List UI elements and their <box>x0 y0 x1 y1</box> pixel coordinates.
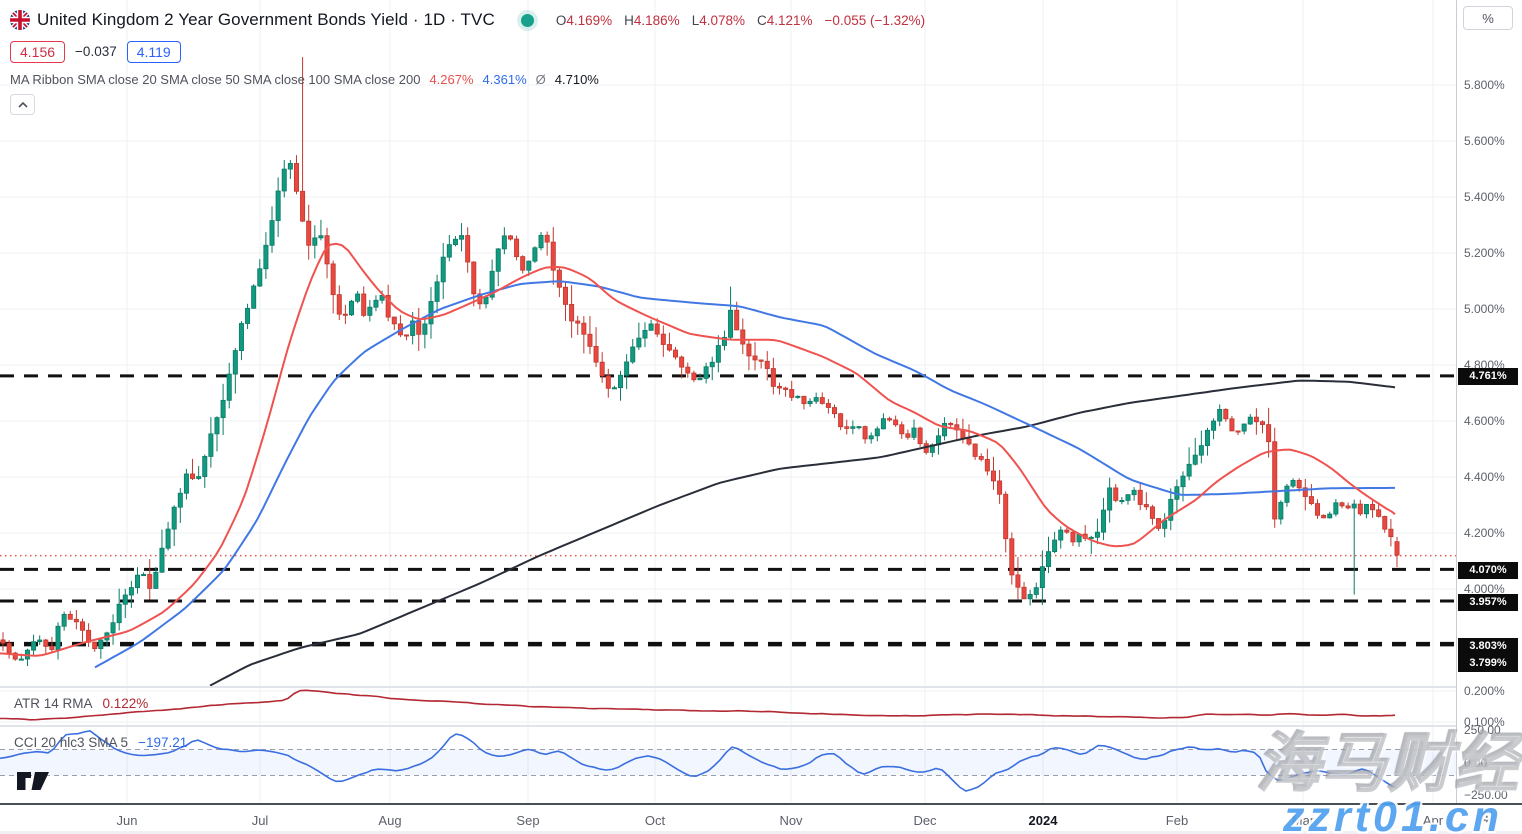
price-scale-unit-button[interactable]: % <box>1463 6 1513 30</box>
atr-tick: 0.100% <box>1464 715 1505 729</box>
ohlc-item: O4.169% <box>555 12 613 28</box>
price-level-badge: 3.957% <box>1458 593 1518 611</box>
time-tick: Dec <box>913 813 937 828</box>
price-level-badge: 3.799% <box>1458 654 1518 672</box>
chart-canvas[interactable] <box>0 0 1456 803</box>
sma200-layer <box>209 379 1396 687</box>
price-level-badge: 4.070% <box>1458 561 1518 579</box>
time-tick: 2024 <box>1028 813 1058 828</box>
sma20-layer <box>0 242 1396 657</box>
time-tick: Jul <box>251 813 269 828</box>
atr-value: 0.122% <box>102 696 149 711</box>
cci-layer <box>0 730 1398 792</box>
sma20-line <box>0 242 1396 657</box>
gridlines <box>0 0 1456 803</box>
ma-value: 4.267% <box>429 72 474 87</box>
price-tick: 5.000% <box>1464 302 1505 316</box>
change-value: −0.055 (−1.32%) <box>824 12 926 28</box>
sma50-layer <box>94 280 1395 669</box>
time-tick: Sep <box>516 813 540 828</box>
price-tick: 4.200% <box>1464 526 1505 540</box>
market-status-icon[interactable] <box>520 13 534 27</box>
price-level-badge: 4.761% <box>1458 367 1518 385</box>
time-tick: Nov <box>779 813 803 828</box>
collapse-legend-button[interactable] <box>10 94 35 115</box>
price-tick: 4.000% <box>1464 582 1505 596</box>
candles-layer <box>0 57 1400 667</box>
cci-band <box>0 749 1456 776</box>
price-tick: 4.600% <box>1464 414 1505 428</box>
bottom-edge <box>0 831 1522 834</box>
ma-ribbon-values: 4.267% 4.361% Ø 4.710% <box>429 72 598 87</box>
price-tick: 5.600% <box>1464 134 1505 148</box>
ohlc-item: L4.078% <box>691 12 745 28</box>
price-tick: 5.400% <box>1464 190 1505 204</box>
ma-value: 4.361% <box>482 72 527 87</box>
ma-ribbon-legend[interactable]: MA Ribbon SMA close 20 SMA close 50 SMA … <box>10 72 925 87</box>
uk-flag-icon <box>10 10 30 30</box>
quote-change: −0.037 <box>75 44 117 59</box>
symbol-title[interactable]: United Kingdom 2 Year Government Bonds Y… <box>37 10 495 29</box>
price-tick: 5.200% <box>1464 246 1505 260</box>
time-tick: Oct <box>644 813 666 828</box>
atr-tick: 0.200% <box>1464 684 1505 698</box>
tradingview-logo[interactable] <box>16 771 52 791</box>
cci-line <box>0 730 1398 792</box>
price-level-badge: 3.803% <box>1458 637 1518 655</box>
atr-label: ATR 14 RMA <box>14 696 93 711</box>
price-scale[interactable]: % 5.800% 5.600% 5.400% 5.200% 5.000% 4.800% 4.… <box>1456 0 1522 834</box>
time-tick: Mar <box>1291 813 1315 828</box>
sma200-line <box>209 379 1396 687</box>
time-tick: Apr <box>1422 813 1444 828</box>
cci-pane-legend[interactable]: CCI 20 hlc3 SMA 5 −197.21 <box>14 735 187 750</box>
pane-separators <box>0 686 1456 727</box>
cci-tick: 250.00 <box>1464 723 1501 737</box>
ohlc-item: C4.121% <box>757 12 813 28</box>
atr-layer <box>0 689 1396 721</box>
time-tick: Feb <box>1165 813 1189 828</box>
legend: United Kingdom 2 Year Government Bonds Y… <box>10 8 925 115</box>
atr-line <box>0 689 1396 721</box>
atr-pane-legend[interactable]: ATR 14 RMA 0.122% <box>14 696 148 711</box>
buy-price-box[interactable]: 4.119 <box>126 40 181 63</box>
chevron-up-icon <box>17 101 28 108</box>
time-axis[interactable]: Jun Jul Aug Sep Oct Nov Dec 2024 Feb Mar Apr <box>0 803 1522 834</box>
level-lines <box>0 374 1456 647</box>
cci-value: −197.21 <box>138 735 188 750</box>
timezone-settings-gear-icon[interactable]: ⚙ <box>1480 809 1494 826</box>
sell-price-box[interactable]: 4.156 <box>10 40 66 63</box>
ma-ribbon-label: MA Ribbon SMA close 20 SMA close 50 SMA … <box>10 72 421 87</box>
cci-tick: 0.00 <box>1464 755 1488 770</box>
ma-value: 4.710% <box>554 72 599 87</box>
sma50-line <box>94 280 1395 669</box>
time-tick: Aug <box>378 813 402 828</box>
cci-label: CCI 20 hlc3 SMA 5 <box>14 735 129 750</box>
ohlc-item: H4.186% <box>624 12 680 28</box>
ohlc-values: O4.169% H4.186% L4.078% C4.121% <box>556 13 813 28</box>
ma-value: Ø <box>535 72 546 87</box>
cci-tick: −250.00 <box>1464 788 1508 802</box>
time-tick: Jun <box>116 813 138 828</box>
price-tick: 5.800% <box>1464 78 1505 92</box>
price-tick: 4.400% <box>1464 470 1505 484</box>
